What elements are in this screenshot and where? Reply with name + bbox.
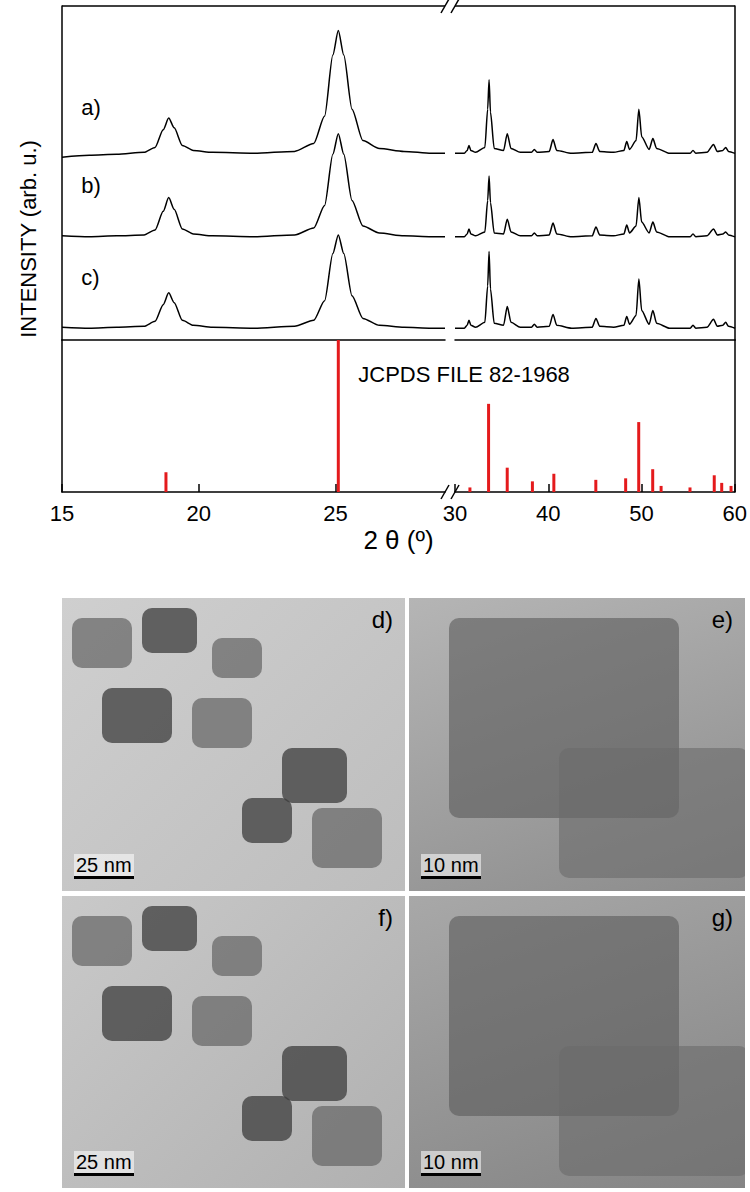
svg-text:15: 15 xyxy=(50,501,74,526)
svg-text:60: 60 xyxy=(723,501,747,526)
svg-text:2 θ (º): 2 θ (º) xyxy=(363,525,433,555)
html-text:25 nm: 25 nm xyxy=(76,854,132,876)
html-text:25 nm: 25 nm xyxy=(76,1151,132,1173)
svg-text:20: 20 xyxy=(187,501,211,526)
html-text:d): d) xyxy=(371,606,393,633)
svg-text:JCPDS FILE 82-1968: JCPDS FILE 82-1968 xyxy=(358,362,570,387)
svg-text:INTENSITY (arb. u.): INTENSITY (arb. u.) xyxy=(16,140,41,338)
html-text:10 nm: 10 nm xyxy=(423,1151,479,1173)
svg-text:25: 25 xyxy=(323,501,347,526)
svg-text:b): b) xyxy=(81,173,101,198)
svg-text:40: 40 xyxy=(536,501,560,526)
svg-text:30: 30 xyxy=(443,501,467,526)
html-text:g): g) xyxy=(711,904,733,931)
html-text:e): e) xyxy=(711,606,733,633)
html-text:10 nm: 10 nm xyxy=(423,854,479,876)
svg-text:c): c) xyxy=(81,265,99,290)
svg-text:a): a) xyxy=(81,95,101,120)
svg-text:50: 50 xyxy=(629,501,653,526)
html-text:f): f) xyxy=(378,904,393,931)
